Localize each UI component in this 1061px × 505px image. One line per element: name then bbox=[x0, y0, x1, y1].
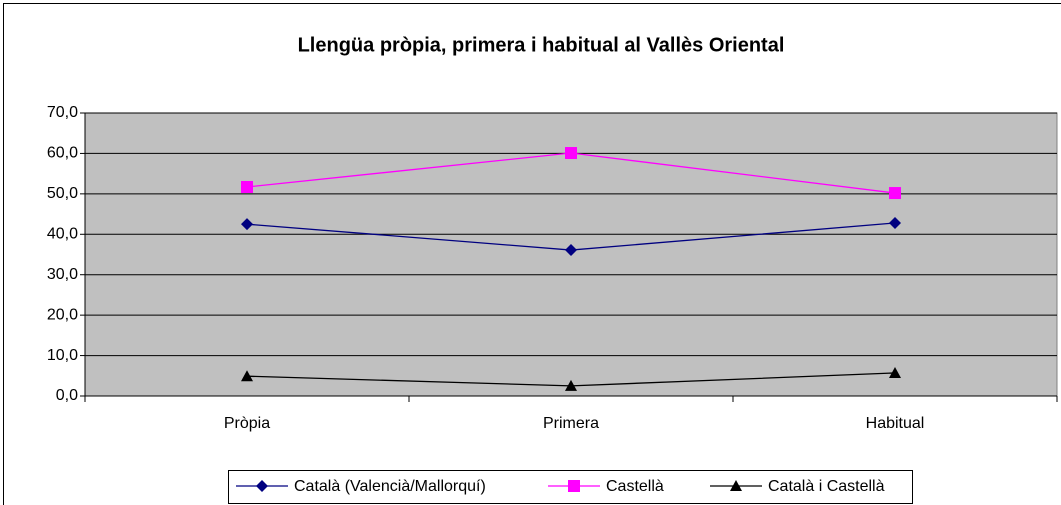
y-tick-label: 60,0 bbox=[47, 145, 78, 162]
marker bbox=[889, 366, 901, 378]
legend-marker bbox=[256, 480, 268, 492]
legend-label: Català (Valencià/Mallorquí) bbox=[294, 478, 486, 495]
marker bbox=[889, 216, 901, 229]
y-tick-label: 50,0 bbox=[47, 185, 78, 202]
legend-label: Català i Castellà bbox=[768, 478, 885, 495]
y-tick-label: 10,0 bbox=[47, 347, 78, 364]
marker bbox=[241, 180, 253, 193]
marker bbox=[241, 370, 253, 382]
chart-title: Llengüa pròpia, primera i habitual al Va… bbox=[298, 34, 785, 56]
y-tick-label: 0,0 bbox=[56, 387, 78, 404]
y-tick-label: 30,0 bbox=[47, 266, 78, 283]
y-tick-label: 20,0 bbox=[47, 306, 78, 323]
y-tick-label: 70,0 bbox=[47, 104, 78, 121]
legend-marker bbox=[568, 480, 580, 492]
x-tick-label: Habitual bbox=[866, 415, 925, 432]
x-tick-label: Pròpia bbox=[224, 415, 270, 432]
marker bbox=[565, 244, 577, 257]
x-tick-label: Primera bbox=[543, 415, 599, 432]
marker bbox=[565, 379, 577, 391]
legend-label: Castellà bbox=[606, 478, 664, 495]
legend-marker bbox=[730, 480, 742, 491]
marker bbox=[565, 147, 577, 160]
marker bbox=[241, 218, 253, 231]
marker bbox=[889, 187, 901, 200]
y-tick-label: 40,0 bbox=[47, 226, 78, 243]
